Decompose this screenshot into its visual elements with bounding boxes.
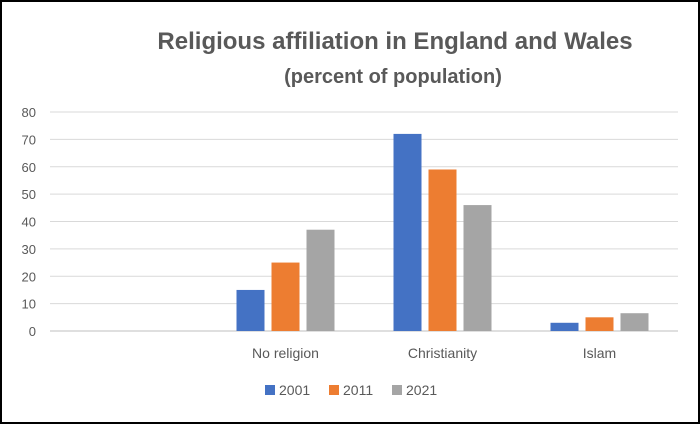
x-category-label: Islam <box>583 345 616 361</box>
bar-2011 <box>428 169 457 331</box>
x-axis-categories: No religion Christianity Islam <box>252 345 616 361</box>
bar-2001 <box>236 289 265 331</box>
x-category-label: Christianity <box>408 345 477 361</box>
bar-2021 <box>620 313 649 331</box>
gridlines <box>50 111 678 332</box>
x-category-label: No religion <box>252 345 319 361</box>
chart-subtitle: (percent of population) <box>284 66 502 88</box>
bar-2001 <box>393 133 422 331</box>
bar-2011 <box>271 262 300 331</box>
legend-label: 2021 <box>406 382 437 398</box>
bar-2021 <box>306 229 335 331</box>
y-tick-label: 60 <box>22 160 36 175</box>
legend-swatch <box>392 385 402 395</box>
legend-label: 2001 <box>279 382 310 398</box>
y-tick-label: 10 <box>22 297 36 312</box>
y-tick-label: 20 <box>22 269 36 284</box>
chart-title: Religious affiliation in England and Wal… <box>157 28 632 55</box>
y-tick-label: 70 <box>22 132 36 147</box>
y-tick-label: 30 <box>22 242 36 257</box>
bar-2011 <box>585 317 614 331</box>
bars <box>236 133 649 331</box>
y-tick-label: 80 <box>22 105 36 120</box>
bar-2021 <box>463 205 492 331</box>
bar-2001 <box>550 322 579 331</box>
legend-label: 2011 <box>343 382 373 398</box>
legend-swatch <box>329 385 339 395</box>
y-tick-label: 40 <box>22 215 36 230</box>
legend: 2001 2011 2021 <box>265 382 437 398</box>
y-tick-label: 0 <box>29 324 36 339</box>
y-axis-ticks: 0 10 20 30 40 50 60 70 80 <box>22 105 36 339</box>
y-tick-label: 50 <box>22 187 36 202</box>
legend-swatch <box>265 385 275 395</box>
